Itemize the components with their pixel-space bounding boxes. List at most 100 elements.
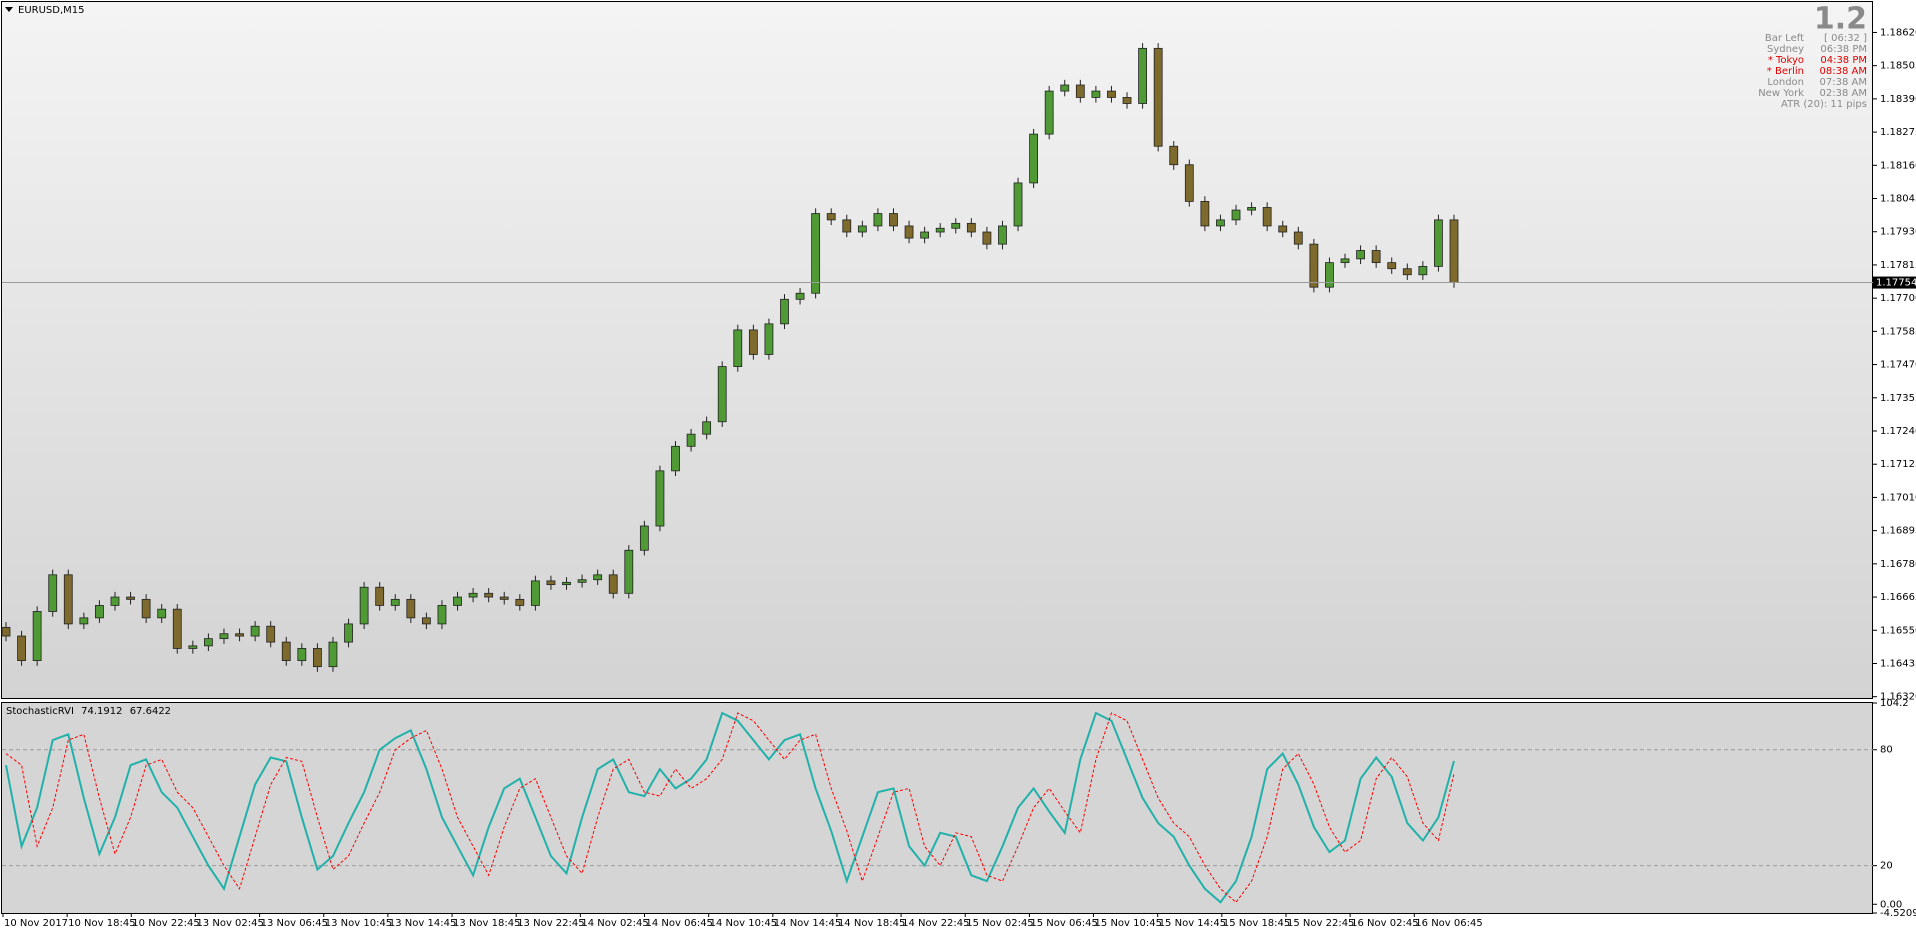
- y-tick-label: 1.17470: [1880, 360, 1916, 371]
- info-value: 08:38 AM: [1820, 66, 1867, 77]
- candle-body: [717, 366, 727, 423]
- y-tick-label: 1.18620: [1880, 27, 1916, 38]
- y-tick-label: 1.18390: [1880, 94, 1916, 105]
- x-tick-label: 15 Nov 10:45: [1095, 918, 1162, 929]
- candle-body: [281, 641, 291, 661]
- candle-body: [920, 231, 930, 239]
- candle-body: [1278, 225, 1288, 233]
- candle-body: [375, 586, 385, 606]
- candle-body: [1107, 90, 1116, 98]
- candle-body: [593, 574, 603, 581]
- candle-body: [250, 625, 260, 637]
- candle-body: [188, 645, 198, 649]
- candle-body: [562, 581, 571, 586]
- y-tick-label: 1.16550: [1880, 625, 1916, 636]
- y-tick-label: 0.00: [1880, 899, 1902, 910]
- y-tick-label: 1.17240: [1880, 426, 1916, 437]
- candle-body: [312, 648, 322, 668]
- candle-body: [344, 623, 353, 643]
- info-atr: ATR (20): 11 pips: [1781, 99, 1867, 110]
- candle-body: [966, 222, 976, 233]
- candle-body: [655, 470, 665, 527]
- x-tick-label: 14 Nov 22:45: [902, 918, 969, 929]
- candle-body: [1091, 90, 1101, 98]
- candle-body: [982, 231, 992, 245]
- y-tick-label: 1.17815: [1880, 260, 1916, 271]
- y-tick-label: 1.16665: [1880, 592, 1916, 603]
- candle-body: [17, 635, 26, 661]
- x-tick-label: 14 Nov 10:45: [710, 918, 777, 929]
- y-tick-label: 1.16320: [1880, 692, 1916, 703]
- candle-body: [1169, 145, 1179, 166]
- x-tick-label: 14 Nov 06:45: [646, 918, 713, 929]
- candle-body: [1, 626, 11, 637]
- info-label: Sydney: [1767, 44, 1804, 55]
- y-tick-label: 1.16435: [1880, 658, 1916, 669]
- candle-body: [1293, 231, 1303, 245]
- y-tick-label: 1.18160: [1880, 160, 1916, 171]
- info-label: London: [1767, 77, 1804, 88]
- candle-body: [328, 641, 338, 668]
- candle-body: [1200, 201, 1210, 227]
- last-price-box: [1873, 276, 1916, 289]
- y-tick-label: 1.18275: [1880, 127, 1916, 138]
- info-big: 1.2: [1814, 2, 1867, 37]
- candle-body: [219, 633, 229, 640]
- candle-body: [702, 421, 712, 435]
- x-tick-label: 14 Nov 02:45: [581, 918, 648, 929]
- indicator-pane: [1, 702, 1873, 914]
- candle-body: [546, 580, 556, 586]
- info-label: Bar Left: [1765, 33, 1804, 44]
- price-pane: [1, 1, 1873, 699]
- y-tick-label: 104.2: [1880, 698, 1909, 709]
- candle-body: [32, 611, 42, 661]
- candle-body: [157, 608, 167, 619]
- candle-body: [1262, 207, 1272, 227]
- info-label: * Berlin: [1767, 66, 1804, 77]
- candle-body: [811, 213, 821, 294]
- y-tick-label: 1.18045: [1880, 194, 1916, 205]
- candle-body: [297, 648, 307, 661]
- info-value: 07:38 AM: [1820, 77, 1867, 88]
- candle-body: [826, 213, 836, 221]
- chart-title: EURUSD,M15: [18, 5, 84, 16]
- candle-body: [1325, 262, 1334, 288]
- candle-body: [1340, 258, 1350, 264]
- candle-body: [873, 213, 883, 227]
- candle-body: [671, 445, 680, 472]
- candle-body: [1138, 47, 1148, 104]
- candle-body: [515, 598, 525, 606]
- x-tick-label: 14 Nov 14:45: [774, 918, 841, 929]
- menu-arrow[interactable]: [5, 7, 13, 12]
- candle-body: [359, 586, 369, 625]
- candle-body: [1371, 250, 1381, 264]
- candle-body: [686, 433, 696, 447]
- candle-body: [998, 225, 1007, 245]
- info-label: * Tokyo: [1768, 55, 1804, 66]
- candle-body: [110, 596, 120, 606]
- y-tick-label: 1.17930: [1880, 227, 1916, 238]
- info-value: 06:38 PM: [1820, 44, 1867, 55]
- x-tick-label: 14 Nov 18:45: [838, 918, 905, 929]
- candle-body: [235, 633, 244, 637]
- candle-body: [1013, 182, 1023, 227]
- indicator-label: StochasticRVI 74.1912 67.6422: [6, 706, 171, 717]
- candle-body: [608, 574, 618, 594]
- y-tick-label: 1.17700: [1880, 293, 1916, 304]
- candle-body: [733, 329, 743, 367]
- candle-body: [795, 292, 805, 300]
- x-tick-label: 15 Nov 06:45: [1030, 918, 1097, 929]
- candle-body: [1060, 84, 1070, 92]
- y-tick-label: 1.17585: [1880, 326, 1916, 337]
- last-price-label: 1.17754: [1876, 278, 1916, 289]
- candle-body: [1216, 219, 1225, 227]
- candle-body: [421, 617, 431, 625]
- candle-body: [1184, 164, 1194, 202]
- candle-body: [1434, 219, 1443, 267]
- candle-body: [63, 574, 73, 625]
- x-tick-label: 13 Nov 18:45: [453, 918, 520, 929]
- y-tick-label: 20: [1880, 861, 1893, 872]
- candle-body: [530, 580, 540, 606]
- candle-body: [499, 596, 509, 600]
- y-tick-label: 1.17355: [1880, 393, 1916, 404]
